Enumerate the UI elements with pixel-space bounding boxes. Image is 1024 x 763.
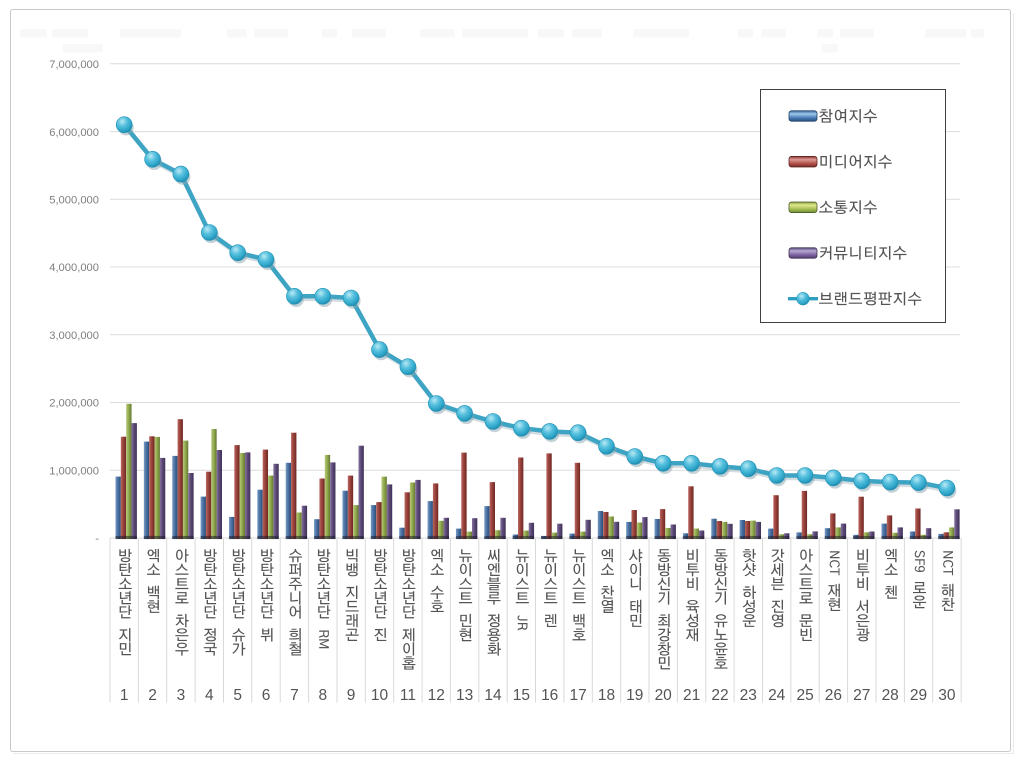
svg-text:29: 29 bbox=[910, 687, 927, 704]
svg-text:1: 1 bbox=[120, 687, 129, 704]
svg-text:5,000,000: 5,000,000 bbox=[49, 195, 99, 207]
svg-text:6: 6 bbox=[262, 687, 271, 704]
svg-text:10: 10 bbox=[371, 687, 389, 704]
svg-text:13: 13 bbox=[456, 687, 473, 704]
svg-text:18: 18 bbox=[598, 687, 615, 704]
svg-text:2: 2 bbox=[148, 687, 157, 704]
svg-text:7: 7 bbox=[290, 687, 299, 704]
svg-text:28: 28 bbox=[882, 687, 899, 704]
svg-text:3: 3 bbox=[177, 687, 186, 704]
svg-text:12: 12 bbox=[428, 687, 445, 704]
svg-text:23: 23 bbox=[740, 687, 757, 704]
svg-text:-: - bbox=[95, 533, 99, 545]
svg-text:8: 8 bbox=[318, 687, 327, 704]
svg-text:24: 24 bbox=[768, 687, 786, 704]
svg-text:6,000,000: 6,000,000 bbox=[49, 127, 99, 139]
svg-text:17: 17 bbox=[569, 687, 586, 704]
svg-text:19: 19 bbox=[626, 687, 643, 704]
svg-text:4,000,000: 4,000,000 bbox=[49, 262, 99, 274]
svg-text:27: 27 bbox=[853, 687, 870, 704]
svg-text:3,000,000: 3,000,000 bbox=[49, 330, 99, 342]
svg-text:7,000,000: 7,000,000 bbox=[49, 59, 99, 71]
svg-text:14: 14 bbox=[484, 687, 502, 704]
svg-text:21: 21 bbox=[683, 687, 700, 704]
svg-text:30: 30 bbox=[938, 687, 956, 704]
svg-text:22: 22 bbox=[711, 687, 728, 704]
svg-text:11: 11 bbox=[400, 687, 416, 704]
svg-text:5: 5 bbox=[233, 687, 242, 704]
svg-text:1,000,000: 1,000,000 bbox=[49, 466, 99, 478]
svg-text:16: 16 bbox=[541, 687, 558, 704]
svg-text:15: 15 bbox=[513, 687, 530, 704]
svg-text:4: 4 bbox=[205, 687, 214, 704]
svg-text:9: 9 bbox=[347, 687, 356, 704]
svg-text:25: 25 bbox=[796, 687, 813, 704]
svg-text:26: 26 bbox=[825, 687, 842, 704]
svg-text:2,000,000: 2,000,000 bbox=[49, 398, 99, 410]
svg-text:20: 20 bbox=[655, 687, 673, 704]
